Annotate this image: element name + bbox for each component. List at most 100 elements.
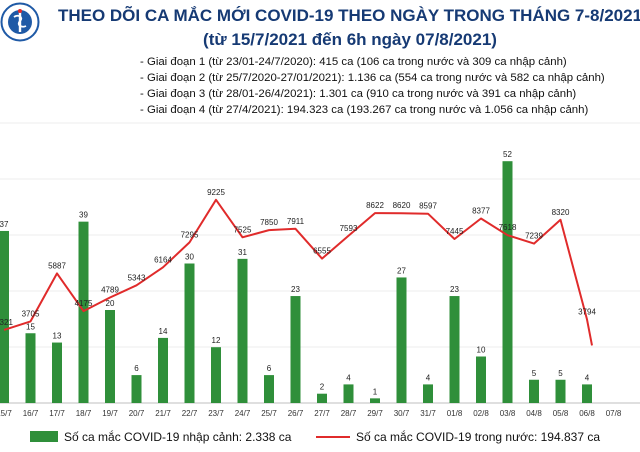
line-label-21/7: 6164 xyxy=(154,255,172,264)
bar-16/7 xyxy=(25,333,36,403)
line-label-03/8: 7618 xyxy=(499,223,517,232)
line-label-01/8: 7445 xyxy=(446,227,464,236)
bar-label-25/7: 6 xyxy=(267,364,272,373)
bar-label-22/7: 30 xyxy=(185,253,194,262)
bar-label-05/8: 5 xyxy=(558,369,563,378)
legend-bar-swatch xyxy=(30,431,58,442)
line-label-25/7: 7850 xyxy=(260,218,278,227)
legend-bar-label: Số ca mắc COVID-19 nhập cảnh: 2.338 ca xyxy=(64,430,292,444)
bar-19/7 xyxy=(105,310,115,403)
line-label-02/8: 8377 xyxy=(472,207,490,216)
tick-06/8: 06/8 xyxy=(579,409,595,418)
bar-label-27/7: 2 xyxy=(320,383,325,392)
legend-line-label: Số ca mắc COVID-19 trong nước: 194.837 c… xyxy=(356,430,601,444)
bar-label-17/7: 13 xyxy=(53,332,62,341)
bar-02/8 xyxy=(476,356,486,403)
bar-24/7 xyxy=(237,258,248,403)
bar-25/7 xyxy=(264,375,274,403)
tick-01/8: 01/8 xyxy=(447,409,463,418)
bar-label-30/7: 27 xyxy=(397,266,406,275)
legend-bar-series: Số ca mắc COVID-19 nhập cảnh: 2.338 ca xyxy=(30,430,291,444)
tick-16/7: 16/7 xyxy=(23,409,39,418)
line-label-19/7: 4789 xyxy=(101,286,119,295)
line-label-17/7: 5887 xyxy=(48,261,66,270)
line-label-27/7: 6555 xyxy=(313,247,331,256)
bar-label-31/7: 4 xyxy=(426,373,431,382)
bar-label-16/7: 15 xyxy=(26,322,35,331)
line-label-16/7: 3705 xyxy=(22,309,40,318)
line-label-31/7: 8597 xyxy=(419,202,437,211)
tick-20/7: 20/7 xyxy=(129,409,145,418)
tick-26/7: 26/7 xyxy=(288,409,304,418)
bar-label-29/7: 1 xyxy=(373,387,378,396)
line-label-15/7: 3321 xyxy=(0,318,13,327)
line-label-22/7: 7295 xyxy=(181,230,199,239)
bar-label-01/8: 23 xyxy=(450,285,459,294)
phase-4-summary: - Giai đoạn 4 (từ 27/4/2021): 194.323 ca… xyxy=(140,104,589,116)
bar-17/7 xyxy=(52,342,62,403)
phase-3-summary: - Giai đoạn 3 (từ 28/01-26/4/2021): 1.30… xyxy=(140,88,577,100)
bar-29/7 xyxy=(370,398,380,403)
line-label-04/8: 7239 xyxy=(525,232,543,241)
phase-1-summary: - Giai đoạn 1 (từ 23/01-24/7/2020): 415 … xyxy=(140,56,567,68)
line-series xyxy=(3,198,593,346)
tick-24/7: 24/7 xyxy=(235,409,251,418)
line-label-06/8: 3794 xyxy=(578,307,596,316)
line-label-18/7: 4175 xyxy=(75,299,93,308)
legend-line-series: Số ca mắc COVID-19 trong nước: 194.837 c… xyxy=(316,430,600,444)
tick-07/8: 07/8 xyxy=(606,409,622,418)
bar-01/8 xyxy=(449,296,460,403)
bar-label-18/7: 39 xyxy=(79,211,88,220)
page-title: THEO DÕI CA MẮC MỚI COVID-19 THEO NGÀY T… xyxy=(57,6,640,25)
bar-label-24/7: 31 xyxy=(238,248,247,257)
line-label-30/7: 8620 xyxy=(393,201,411,210)
line-label-24/7: 7525 xyxy=(234,225,252,234)
tick-05/8: 05/8 xyxy=(553,409,569,418)
tick-23/7: 23/7 xyxy=(208,409,224,418)
bar-28/7 xyxy=(343,384,354,403)
tick-04/8: 04/8 xyxy=(526,409,542,418)
bar-label-28/7: 4 xyxy=(346,373,351,382)
bar-15/7 xyxy=(0,230,9,403)
line-label-28/7: 7593 xyxy=(340,224,358,233)
page-subtitle: (từ 15/7/2021 đến 6h ngày 07/8/2021) xyxy=(203,30,497,49)
bar-label-04/8: 5 xyxy=(532,369,537,378)
tick-29/7: 29/7 xyxy=(367,409,383,418)
bar-04/8 xyxy=(529,379,539,403)
tick-15/7: 15/7 xyxy=(0,409,12,418)
bar-26/7 xyxy=(290,296,301,403)
bar-31/7 xyxy=(423,384,433,403)
tick-31/7: 31/7 xyxy=(420,409,436,418)
bar-label-02/8: 10 xyxy=(477,346,486,355)
bar-23/7 xyxy=(211,347,221,403)
tick-02/8: 02/8 xyxy=(473,409,489,418)
tick-19/7: 19/7 xyxy=(102,409,118,418)
bar-06/8 xyxy=(582,384,592,403)
tick-03/8: 03/8 xyxy=(500,409,516,418)
tick-22/7: 22/7 xyxy=(182,409,198,418)
line-label-05/8: 8320 xyxy=(552,208,570,217)
tick-18/7: 18/7 xyxy=(76,409,92,418)
bar-label-26/7: 23 xyxy=(291,285,300,294)
bar-27/7 xyxy=(317,393,327,403)
bar-label-23/7: 12 xyxy=(212,336,221,345)
legend-line-swatch xyxy=(316,436,350,438)
ministry-logo xyxy=(0,2,40,42)
bar-label-06/8: 4 xyxy=(585,373,590,382)
bar-03/8 xyxy=(502,161,513,403)
bar-22/7 xyxy=(184,263,195,403)
line-label-29/7: 8622 xyxy=(366,201,384,210)
bar-05/8 xyxy=(555,379,566,403)
bar-label-20/7: 6 xyxy=(134,364,139,373)
tick-30/7: 30/7 xyxy=(394,409,410,418)
bar-21/7 xyxy=(158,337,168,403)
bar-30/7 xyxy=(396,277,407,403)
line-label-23/7: 9225 xyxy=(207,188,225,197)
bar-label-19/7: 20 xyxy=(106,299,115,308)
tick-27/7: 27/7 xyxy=(314,409,330,418)
bar-20/7 xyxy=(131,375,142,403)
tick-28/7: 28/7 xyxy=(341,409,357,418)
bar-18/7 xyxy=(78,221,89,403)
